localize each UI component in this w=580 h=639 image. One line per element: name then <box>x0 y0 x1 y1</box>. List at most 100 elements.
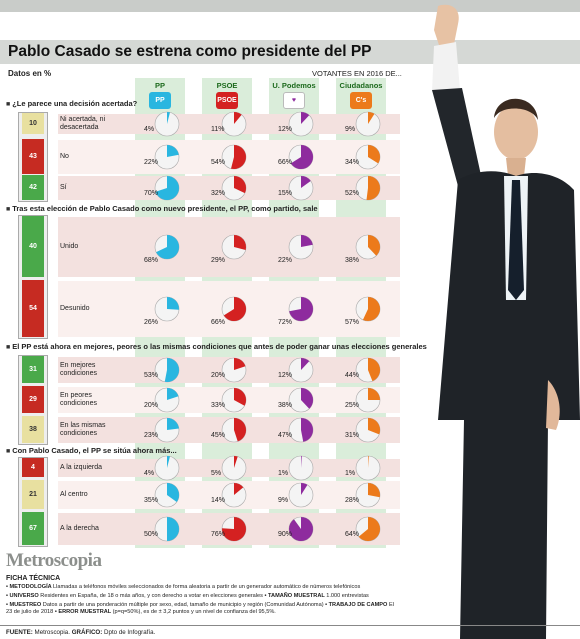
pie-slice <box>368 483 380 497</box>
pie-value-label: 68% <box>144 257 158 264</box>
pie-chart <box>221 111 247 137</box>
pie-chart <box>288 455 314 481</box>
party-logo: ♥ <box>283 92 305 109</box>
pie-value-label: 22% <box>144 159 158 166</box>
pie-value-label: 38% <box>278 402 292 409</box>
stacked-bar-segment: 43 <box>22 139 44 174</box>
stacked-bar-segment: 38 <box>22 416 44 443</box>
pie-value-label: 90% <box>278 531 292 538</box>
pie-chart <box>288 144 314 170</box>
pie-value-label: 15% <box>278 190 292 197</box>
pie-value-label: 57% <box>345 319 359 326</box>
brand-logo: Metroscopia <box>6 550 101 572</box>
pie-value-label: 32% <box>211 190 225 197</box>
question-title: ¿Le parece una decisión acertada? <box>6 99 137 108</box>
pie-slice <box>167 297 179 310</box>
pie-slice <box>366 176 380 200</box>
pie-value-label: 53% <box>144 372 158 379</box>
pie-value-label: 5% <box>211 470 221 477</box>
pie-value-label: 76% <box>211 531 225 538</box>
stacked-bar-segment: 67 <box>22 512 44 545</box>
pie-chart <box>355 175 381 201</box>
pie-chart <box>288 482 314 508</box>
ficha-key: • TRABAJO DE CAMPO <box>325 602 389 608</box>
party-logo: C's <box>350 92 372 109</box>
question-title: Con Pablo Casado, el PP se sitúa ahora m… <box>6 446 177 455</box>
pie-slice <box>167 517 179 541</box>
question-title: Tras esta elección de Pablo Casado como … <box>6 204 318 213</box>
ficha-key: • METODOLOGÍA <box>6 584 53 590</box>
pie-value-label: 54% <box>211 159 225 166</box>
ficha-key: • ERROR MUESTRAL <box>55 609 113 615</box>
pie-chart <box>355 111 381 137</box>
pie-value-label: 64% <box>345 531 359 538</box>
pie-chart <box>154 111 180 137</box>
pie-value-label: 20% <box>211 372 225 379</box>
ficha-title: FICHA TÉCNICA <box>6 575 60 582</box>
ficha-line: • METODOLOGÍA Llamadas a teléfonos móvil… <box>6 584 398 591</box>
party-logo: PP <box>149 92 171 109</box>
row-label: No <box>60 153 128 161</box>
row-label: A la derecha <box>60 525 128 533</box>
pie-chart <box>154 417 180 443</box>
pie-chart <box>355 417 381 443</box>
ficha-value: 1.000 entrevistas <box>326 593 369 599</box>
pie-chart <box>288 516 314 542</box>
pie-value-label: 72% <box>278 319 292 326</box>
pie-slice <box>368 388 380 400</box>
pie-value-label: 11% <box>211 126 225 133</box>
pie-value-label: 44% <box>345 372 359 379</box>
row-label: En peores condiciones <box>60 392 128 408</box>
pie-value-label: 38% <box>345 257 359 264</box>
ficha-key: • TAMAÑO MUESTRAL <box>265 593 327 599</box>
pie-value-label: 1% <box>278 470 288 477</box>
ficha-value: Datos a partir de una ponderación múltip… <box>43 602 325 608</box>
stacked-bar-segment: 21 <box>22 480 44 509</box>
row-label: Unido <box>60 243 128 251</box>
row-label: Desunido <box>60 305 128 313</box>
pie-value-label: 31% <box>345 432 359 439</box>
pie-value-label: 45% <box>211 432 225 439</box>
pie-value-label: 50% <box>144 531 158 538</box>
ficha-key: • UNIVERSO <box>6 593 40 599</box>
stacked-bar-segment: 54 <box>22 280 44 337</box>
pie-value-label: 9% <box>345 126 355 133</box>
pie-value-label: 70% <box>144 190 158 197</box>
party-name: PSOE <box>205 81 249 90</box>
pie-value-label: 1% <box>345 470 355 477</box>
pie-chart <box>288 417 314 443</box>
ficha-value: Residentes en España, de 18 o más años, … <box>40 593 264 599</box>
pie-chart <box>154 387 180 413</box>
pie-value-label: 52% <box>345 190 359 197</box>
pie-chart <box>288 357 314 383</box>
pie-chart <box>154 482 180 508</box>
pie-chart <box>221 175 247 201</box>
pie-value-label: 34% <box>345 159 359 166</box>
party-logo: PSOE <box>216 92 238 109</box>
pie-value-label: 47% <box>278 432 292 439</box>
pie-chart <box>154 455 180 481</box>
party-name: PP <box>138 81 182 90</box>
pie-value-label: 14% <box>211 497 225 504</box>
pie-slice <box>167 418 179 430</box>
pie-value-label: 66% <box>278 159 292 166</box>
stacked-bar-segment: 42 <box>22 175 44 200</box>
pie-value-label: 12% <box>278 126 292 133</box>
pie-chart <box>154 516 180 542</box>
pie-value-label: 35% <box>144 497 158 504</box>
pie-slice <box>289 517 313 541</box>
pie-chart <box>154 357 180 383</box>
ficha-key: • MUESTREO <box>6 602 43 608</box>
ficha-line: • UNIVERSO Residentes en España, de 18 o… <box>6 593 398 600</box>
pie-chart <box>221 357 247 383</box>
pie-value-label: 33% <box>211 402 225 409</box>
pie-chart <box>154 144 180 170</box>
ficha-value: Llamadas a teléfonos móviles seleccionad… <box>53 584 360 590</box>
footer-graphic-key: GRÁFICO: <box>72 629 103 636</box>
pie-chart <box>288 387 314 413</box>
pie-value-label: 28% <box>345 497 359 504</box>
footer-source-value: Metroscopia. <box>35 629 70 636</box>
footer: FUENTE: Metroscopia. GRÁFICO: Dpto de In… <box>6 629 155 636</box>
pie-chart <box>355 516 381 542</box>
stacked-bar-segment: 31 <box>22 356 44 383</box>
